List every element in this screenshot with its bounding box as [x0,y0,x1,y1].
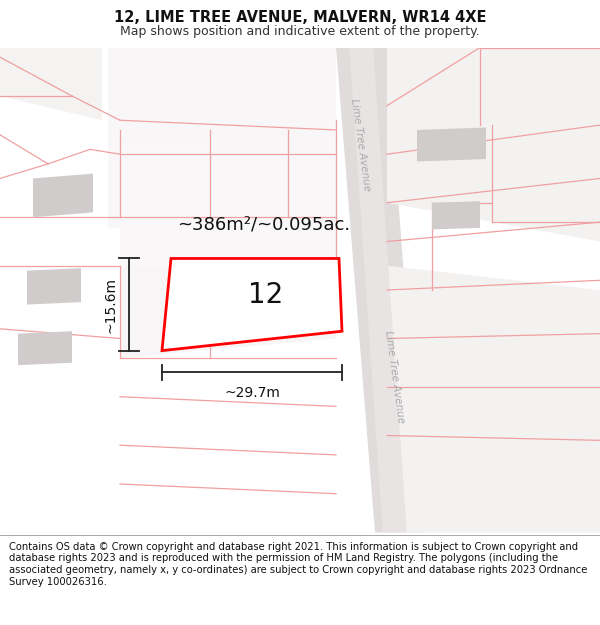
Text: ~386m²/~0.095ac.: ~386m²/~0.095ac. [177,216,350,234]
Text: ~29.7m: ~29.7m [224,386,280,400]
Polygon shape [18,331,72,365]
Polygon shape [0,48,102,120]
Polygon shape [162,259,342,351]
Polygon shape [387,266,600,532]
Polygon shape [108,48,336,241]
Text: Contains OS data © Crown copyright and database right 2021. This information is : Contains OS data © Crown copyright and d… [9,542,587,586]
Text: Map shows position and indicative extent of the property.: Map shows position and indicative extent… [120,25,480,38]
Polygon shape [120,266,336,358]
Text: Lime Tree Avenue: Lime Tree Avenue [349,98,371,191]
Polygon shape [349,48,407,532]
Polygon shape [387,48,600,241]
Polygon shape [33,174,93,218]
Text: ~15.6m: ~15.6m [103,276,117,332]
Polygon shape [27,268,81,304]
Polygon shape [417,127,486,161]
Text: Lime Tree Avenue: Lime Tree Avenue [383,330,406,424]
Polygon shape [120,144,336,266]
Text: 12, LIME TREE AVENUE, MALVERN, WR14 4XE: 12, LIME TREE AVENUE, MALVERN, WR14 4XE [114,9,486,24]
Text: 12: 12 [248,281,283,309]
Polygon shape [432,201,480,229]
Polygon shape [336,48,423,532]
